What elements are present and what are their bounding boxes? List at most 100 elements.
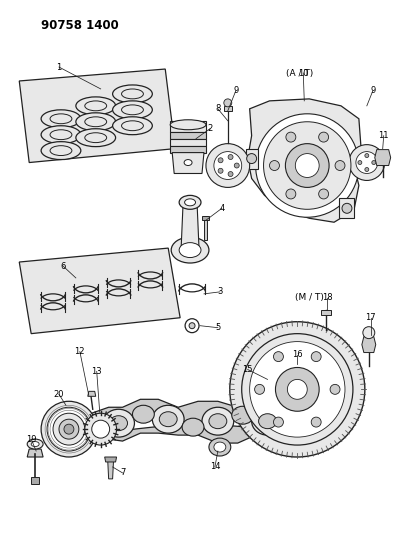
Polygon shape bbox=[170, 132, 206, 139]
Ellipse shape bbox=[113, 117, 152, 135]
Ellipse shape bbox=[232, 406, 254, 424]
Circle shape bbox=[59, 419, 79, 439]
Circle shape bbox=[372, 160, 376, 165]
Circle shape bbox=[319, 189, 329, 199]
Text: (M / T): (M / T) bbox=[295, 293, 324, 302]
Ellipse shape bbox=[184, 159, 192, 166]
Ellipse shape bbox=[85, 101, 107, 111]
Circle shape bbox=[358, 160, 362, 165]
Text: 14: 14 bbox=[209, 463, 220, 472]
Circle shape bbox=[365, 154, 369, 158]
Polygon shape bbox=[181, 203, 199, 248]
Polygon shape bbox=[27, 449, 43, 457]
Text: 15: 15 bbox=[243, 365, 253, 374]
Circle shape bbox=[218, 168, 223, 173]
Polygon shape bbox=[89, 399, 297, 443]
Circle shape bbox=[92, 420, 110, 438]
Ellipse shape bbox=[103, 409, 134, 437]
Ellipse shape bbox=[76, 113, 116, 131]
Circle shape bbox=[365, 167, 369, 172]
Circle shape bbox=[250, 342, 345, 437]
Text: 4: 4 bbox=[219, 204, 225, 213]
Circle shape bbox=[273, 352, 283, 361]
Circle shape bbox=[256, 114, 359, 217]
Polygon shape bbox=[19, 69, 175, 163]
Circle shape bbox=[214, 151, 242, 180]
Ellipse shape bbox=[171, 237, 209, 263]
Polygon shape bbox=[339, 198, 354, 218]
Ellipse shape bbox=[113, 85, 152, 103]
Ellipse shape bbox=[113, 101, 152, 119]
Circle shape bbox=[242, 334, 353, 445]
Circle shape bbox=[335, 160, 345, 171]
Circle shape bbox=[206, 144, 250, 188]
Text: (A / T): (A / T) bbox=[286, 69, 313, 77]
Circle shape bbox=[363, 327, 375, 338]
Circle shape bbox=[319, 132, 329, 142]
Circle shape bbox=[286, 132, 296, 142]
Polygon shape bbox=[248, 99, 361, 222]
Text: 18: 18 bbox=[322, 293, 332, 302]
Polygon shape bbox=[204, 216, 207, 240]
Text: 5: 5 bbox=[215, 323, 221, 332]
Circle shape bbox=[264, 122, 351, 209]
Text: 90758 1400: 90758 1400 bbox=[41, 19, 119, 33]
Circle shape bbox=[311, 417, 321, 427]
Ellipse shape bbox=[122, 89, 143, 99]
Circle shape bbox=[275, 367, 319, 411]
Ellipse shape bbox=[280, 409, 308, 433]
Polygon shape bbox=[172, 152, 204, 173]
Ellipse shape bbox=[41, 110, 81, 128]
Polygon shape bbox=[31, 477, 39, 484]
Circle shape bbox=[295, 154, 319, 177]
Polygon shape bbox=[108, 459, 114, 479]
Text: 1: 1 bbox=[56, 62, 61, 71]
Ellipse shape bbox=[170, 120, 206, 130]
Ellipse shape bbox=[182, 418, 204, 436]
Circle shape bbox=[85, 413, 117, 445]
Polygon shape bbox=[170, 139, 206, 146]
Ellipse shape bbox=[122, 105, 143, 115]
Circle shape bbox=[64, 424, 74, 434]
Text: 11: 11 bbox=[379, 131, 389, 140]
Polygon shape bbox=[170, 146, 206, 152]
Ellipse shape bbox=[50, 130, 72, 140]
Circle shape bbox=[41, 401, 97, 457]
Circle shape bbox=[234, 163, 239, 168]
Text: 6: 6 bbox=[60, 262, 66, 271]
Circle shape bbox=[269, 160, 279, 171]
Circle shape bbox=[230, 322, 365, 457]
Ellipse shape bbox=[85, 117, 107, 127]
Polygon shape bbox=[170, 121, 206, 132]
Circle shape bbox=[273, 417, 283, 427]
Ellipse shape bbox=[132, 405, 154, 423]
Polygon shape bbox=[321, 310, 331, 315]
Ellipse shape bbox=[259, 414, 277, 429]
Ellipse shape bbox=[209, 438, 231, 456]
Text: 7: 7 bbox=[120, 469, 125, 478]
Circle shape bbox=[185, 319, 199, 333]
Circle shape bbox=[349, 144, 385, 181]
Text: 20: 20 bbox=[54, 390, 64, 399]
Polygon shape bbox=[202, 216, 209, 220]
Polygon shape bbox=[246, 149, 258, 168]
Ellipse shape bbox=[76, 97, 116, 115]
Text: 10: 10 bbox=[298, 69, 308, 77]
Ellipse shape bbox=[41, 126, 81, 144]
Circle shape bbox=[247, 154, 257, 164]
Ellipse shape bbox=[31, 441, 39, 447]
Polygon shape bbox=[375, 150, 391, 166]
Ellipse shape bbox=[110, 416, 128, 431]
Circle shape bbox=[228, 172, 233, 176]
Text: 17: 17 bbox=[365, 313, 376, 322]
Text: 12: 12 bbox=[75, 347, 85, 356]
Text: 9: 9 bbox=[370, 86, 375, 95]
Ellipse shape bbox=[122, 121, 143, 131]
Ellipse shape bbox=[185, 199, 196, 206]
Ellipse shape bbox=[214, 442, 226, 452]
Polygon shape bbox=[105, 457, 117, 462]
Text: 3: 3 bbox=[217, 287, 223, 296]
Circle shape bbox=[228, 155, 233, 159]
Ellipse shape bbox=[27, 439, 43, 449]
Text: 16: 16 bbox=[292, 350, 302, 359]
